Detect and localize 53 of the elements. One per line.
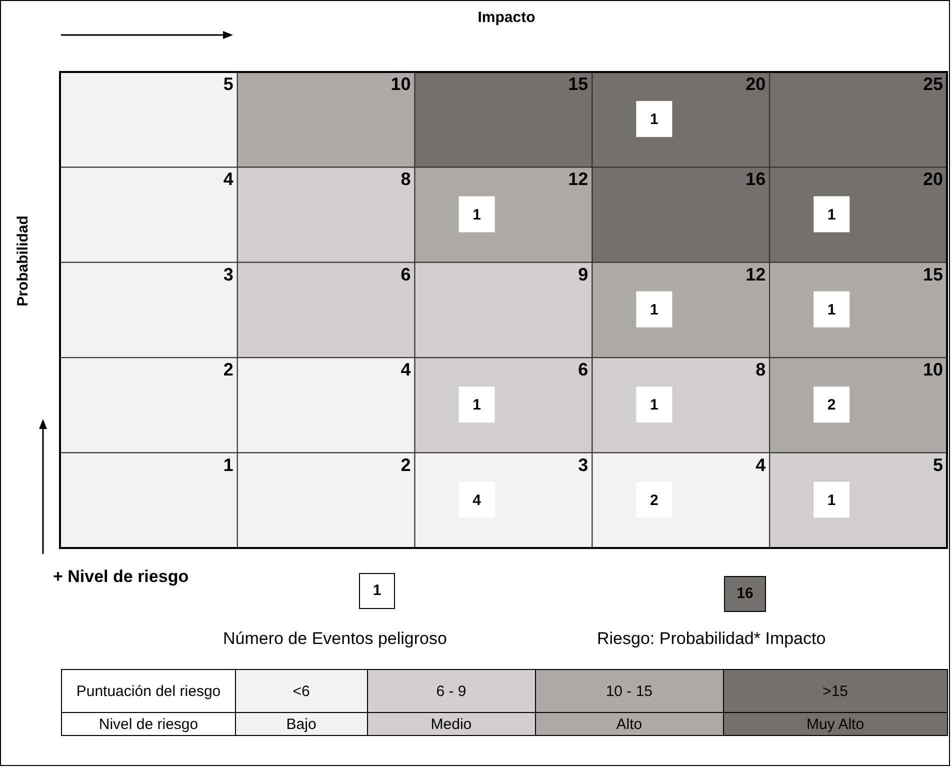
- chart-title: Impacto: [476, 9, 536, 26]
- data-label: 6: [400, 264, 411, 284]
- data-label: 12: [746, 264, 766, 284]
- text: Número de Eventos peligroso: [223, 629, 447, 649]
- text: Alto: [616, 716, 642, 732]
- data-label: 20: [746, 74, 766, 94]
- data-label: 25: [922, 74, 943, 94]
- text: 4: [472, 492, 481, 509]
- text: >15: [822, 682, 848, 700]
- data-label: 15: [922, 264, 943, 284]
- text: 1: [472, 396, 481, 414]
- data-label: 4: [756, 454, 766, 475]
- data-label: 5: [932, 454, 943, 475]
- text: <6: [292, 682, 310, 700]
- data-label: 12: [568, 169, 588, 190]
- data-label: 20: [922, 169, 943, 190]
- data-label: 10: [922, 360, 943, 380]
- data-label: 8: [756, 360, 766, 380]
- text: 1: [650, 396, 658, 414]
- text: 1: [359, 573, 395, 609]
- text: 1: [827, 302, 836, 319]
- data-label: 4: [223, 169, 234, 190]
- text: 16: [724, 576, 766, 612]
- data-label: 16: [746, 169, 766, 190]
- data-label: 3: [578, 454, 588, 475]
- text: + Nivel de riesgo: [53, 567, 189, 587]
- data-label: 3: [223, 264, 234, 284]
- text: 1: [827, 206, 836, 224]
- text: 1: [472, 206, 481, 224]
- data-label: 2: [400, 454, 411, 475]
- data-label: 2: [223, 360, 234, 380]
- text: 1: [650, 111, 658, 128]
- text: Riesgo: Probabilidad* Impacto: [597, 629, 826, 649]
- data-label: 8: [400, 169, 411, 190]
- text: Muy Alto: [806, 716, 864, 732]
- data-label: 9: [578, 264, 588, 284]
- text: 10 - 15: [606, 682, 653, 700]
- text: 2: [827, 396, 836, 414]
- y-axis-title: Probabilidad: [14, 216, 32, 306]
- data-label: 4: [400, 360, 411, 380]
- text: Medio: [430, 716, 472, 732]
- text: 2: [650, 492, 658, 509]
- text: Bajo: [286, 716, 316, 732]
- text: 6 - 9: [436, 682, 466, 700]
- data-label: 15: [568, 74, 588, 94]
- text: 1: [827, 492, 836, 509]
- data-label: 1: [223, 454, 234, 475]
- text: 1: [650, 302, 658, 319]
- data-label: 6: [578, 360, 588, 380]
- category-label: Nivel de riesgo: [98, 716, 198, 732]
- data-label: 10: [390, 74, 411, 94]
- category-label: Puntuación del riesgo: [76, 682, 221, 700]
- data-label: 5: [223, 74, 234, 94]
